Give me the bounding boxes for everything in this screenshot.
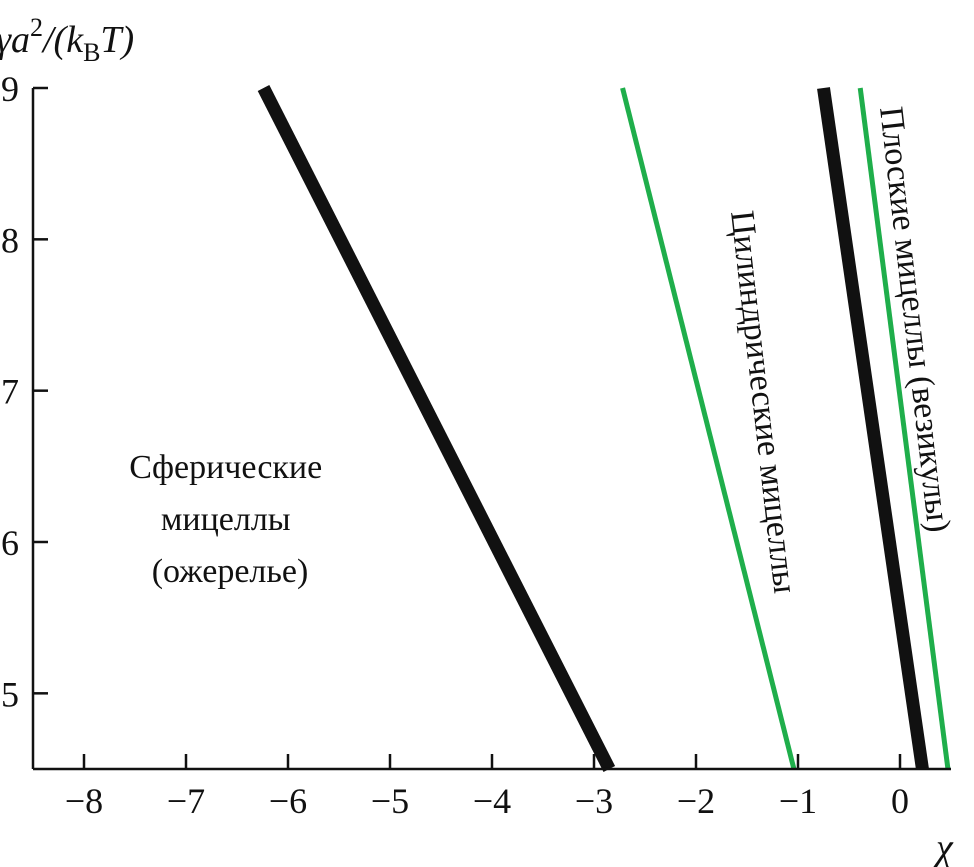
spherical-label-line-1: Сферические	[129, 449, 322, 486]
y-axis-title-base: γa	[0, 19, 30, 61]
boundary-line-2	[620, 87, 797, 770]
series-layer	[257, 85, 951, 772]
spherical-label-line-3: (ожерелье)	[152, 553, 309, 590]
y-tick-label: 7	[1, 372, 19, 412]
x-tick-label: −2	[677, 781, 715, 821]
x-tick-label: 0	[891, 781, 909, 821]
y-axis-title-end: T)	[100, 19, 134, 61]
y-tick-label: 9	[1, 69, 19, 109]
x-tick-label: −8	[65, 781, 103, 821]
boundary-line-3	[817, 87, 929, 770]
boundary-line-4	[857, 87, 951, 770]
x-tick-label: −5	[371, 781, 409, 821]
ticks-layer: −8 −7 −6 −5 −4 −3 −2 −1 0 5 6 7 8 9	[1, 69, 909, 821]
x-tick-label: −1	[779, 781, 817, 821]
y-tick-label: 5	[1, 674, 19, 714]
x-axis-title: χ	[932, 827, 954, 867]
y-axis-title-sub: B	[83, 38, 100, 67]
x-tick-label: −7	[167, 781, 205, 821]
y-tick-label: 6	[1, 523, 19, 563]
y-axis-title-mid: /(k	[41, 19, 84, 61]
y-axis-title: γa2/(kBT)	[0, 13, 134, 67]
boundary-line-1	[257, 85, 616, 772]
x-tick-label: −6	[269, 781, 307, 821]
y-axis-title-sup: 2	[30, 13, 43, 42]
spherical-micelles-label: Сферические мицеллы (ожерелье)	[129, 449, 330, 590]
y-tick-label: 8	[1, 220, 19, 260]
x-tick-label: −4	[473, 781, 511, 821]
spherical-label-line-2: мицеллы	[161, 501, 291, 538]
x-tick-label: −3	[575, 781, 613, 821]
